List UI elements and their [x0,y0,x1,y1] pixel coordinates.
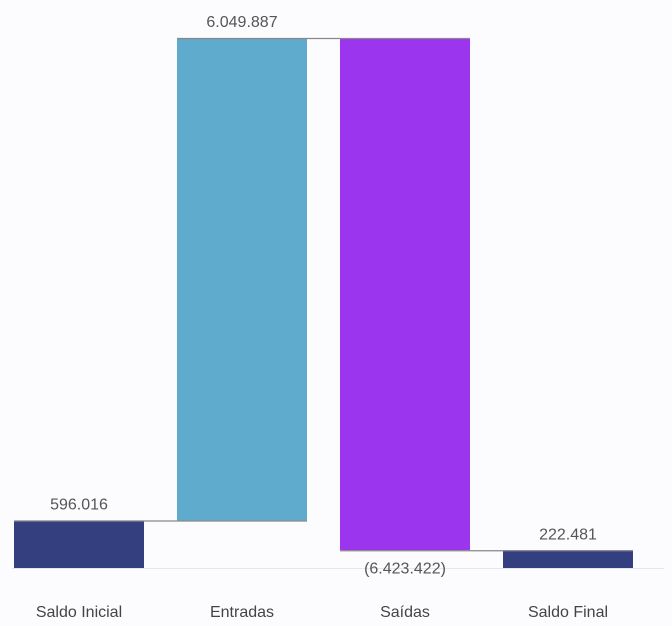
category-labels-group: Saldo Inicial Entradas Saídas Saldo Final [36,604,608,621]
category-label-entradas: Entradas [210,604,274,621]
value-labels-group: 596.016 6.049.887 (6.423.422) 222.481 [50,14,597,577]
category-label-saldo-inicial: Saldo Inicial [36,604,122,621]
bar-entradas [177,38,307,521]
category-label-saldo-final: Saldo Final [528,604,608,621]
value-label-entradas: 6.049.887 [206,14,277,31]
connectors-group [14,37,633,552]
value-label-saldo-inicial: 596.016 [50,496,108,513]
bar-saldo-inicial [14,520,144,568]
value-label-saidas: (6.423.422) [364,560,446,577]
bars-group [14,38,633,568]
bar-saidas [340,38,470,551]
value-label-saldo-final: 222.481 [539,526,597,543]
category-label-saidas: Saídas [380,604,430,621]
bar-saldo-final [503,550,633,568]
